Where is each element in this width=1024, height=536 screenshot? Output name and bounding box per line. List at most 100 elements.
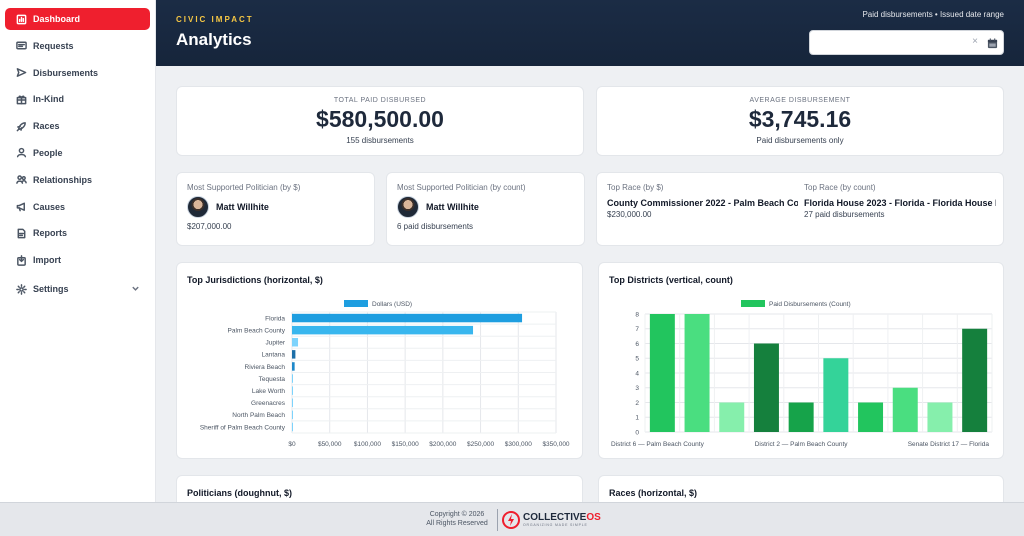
report-icon — [15, 227, 27, 239]
average-disbursement-label: AVERAGE DISBURSEMENT — [749, 97, 851, 104]
y-tick-label: 7 — [635, 326, 639, 333]
y-tick-label: 6 — [635, 341, 639, 348]
requests-icon — [15, 40, 27, 52]
category-label: Lantana — [262, 352, 286, 359]
sidebar-item-requests[interactable]: Requests — [5, 35, 150, 57]
bar — [292, 386, 293, 395]
gift-icon — [15, 93, 27, 105]
top-politician-count-label: Most Supported Politician (by count) — [397, 183, 526, 192]
total-paid-count: 155 disbursements — [346, 136, 414, 145]
bar — [292, 398, 293, 407]
sidebar-item-people[interactable]: People — [5, 142, 150, 164]
x-tick-label: $100,000 — [354, 441, 381, 448]
x-tick-label: $300,000 — [505, 441, 532, 448]
top-race-dollars: Top Race (by $) County Commissioner 2022… — [607, 183, 798, 219]
gear-icon — [15, 283, 27, 295]
sidebar-item-settings[interactable]: Settings — [5, 278, 150, 300]
chart-title: Top Districts (vertical, count) — [609, 275, 733, 285]
bar — [858, 402, 884, 432]
top-race-count-label: Top Race (by count) — [804, 183, 876, 192]
bar — [292, 374, 293, 383]
sidebar-item-label: Requests — [33, 40, 74, 51]
page-title: Analytics — [176, 30, 252, 49]
top-races-card: Top Race (by $) County Commissioner 2022… — [596, 172, 1004, 246]
bar — [823, 358, 849, 432]
avatar — [397, 196, 419, 218]
bar — [292, 410, 293, 420]
y-tick-label: 8 — [635, 311, 639, 318]
relationships-icon — [15, 174, 27, 186]
race-name: County Commissioner 2022 - Palm Beach Co… — [607, 198, 798, 208]
y-tick-label: 3 — [635, 385, 639, 392]
x-tick-label: $200,000 — [429, 441, 456, 448]
sidebar-item-label: Settings — [33, 284, 69, 295]
bar — [892, 387, 918, 432]
average-disbursement-note: Paid disbursements only — [756, 136, 844, 145]
sidebar-item-label: Import — [33, 255, 61, 266]
x-tick-label: $150,000 — [392, 441, 419, 448]
clear-date-icon[interactable]: × — [972, 36, 978, 47]
sidebar-item-dashboard[interactable]: Dashboard — [5, 8, 150, 30]
politician-name: Matt Willhite — [216, 202, 269, 212]
bar — [292, 350, 296, 359]
bar — [684, 314, 710, 432]
bar — [292, 422, 293, 432]
category-label: Greenacres — [251, 400, 286, 407]
legend-swatch — [741, 300, 765, 307]
category-label: Riviera Beach — [245, 364, 286, 371]
sidebar-item-reports[interactable]: Reports — [5, 222, 150, 244]
category-label: Senate District 17 — Florida — [908, 441, 990, 448]
category-label: Lake Worth — [252, 388, 286, 395]
category-label: Palm Beach County — [228, 327, 286, 334]
rocket-icon — [15, 120, 27, 132]
race-count: 27 paid disbursements — [804, 210, 885, 219]
brand-name: COLLECTIVE — [523, 512, 587, 523]
sidebar-item-in-kind[interactable]: In-Kind — [5, 88, 150, 110]
top-race-count: Top Race (by count) Florida House 2023 -… — [804, 183, 996, 219]
sidebar-item-relationships[interactable]: Relationships — [5, 169, 150, 191]
sidebar-item-races[interactable]: Races — [5, 115, 150, 137]
politician-name: Matt Willhite — [426, 202, 479, 212]
bar — [719, 402, 745, 432]
y-tick-label: 0 — [635, 429, 639, 436]
sidebar-item-label: In-Kind — [33, 94, 64, 105]
bar — [292, 362, 295, 371]
copyright-line: All Rights Reserved — [426, 520, 488, 527]
bar — [292, 313, 523, 323]
bar — [788, 402, 814, 432]
sidebar-item-label: Relationships — [33, 174, 93, 185]
bar — [753, 343, 779, 432]
send-icon — [15, 67, 27, 79]
sidebar-item-import[interactable]: Import — [5, 249, 150, 271]
top-politician-count-card: Most Supported Politician (by count) Mat… — [386, 172, 585, 246]
y-tick-label: 1 — [635, 415, 639, 422]
date-range-input[interactable] — [809, 30, 1004, 55]
sidebar-item-label: People — [33, 147, 63, 158]
sidebar-item-causes[interactable]: Causes — [5, 196, 150, 218]
chevron-down-icon[interactable] — [131, 284, 140, 295]
page-header: CIVIC IMPACT Analytics Paid disbursement… — [156, 0, 1024, 66]
y-tick-label: 5 — [635, 356, 639, 363]
top-politician-dollars-label: Most Supported Politician (by $) — [187, 183, 301, 192]
brand-kicker: CIVIC IMPACT — [176, 15, 254, 24]
politician-count: 6 paid disbursements — [397, 222, 474, 231]
sidebar-item-disbursements[interactable]: Disbursements — [5, 62, 150, 84]
race-name: Florida House 2023 - Florida - Florida H… — [804, 198, 996, 208]
total-paid-label: TOTAL PAID DISBURSED — [333, 97, 427, 104]
category-label: District 2 — Palm Beach County — [755, 441, 849, 448]
bar — [927, 402, 953, 432]
total-paid-card: TOTAL PAID DISBURSED $580,500.00 155 dis… — [176, 86, 584, 156]
legend-swatch — [344, 300, 368, 307]
total-paid-value: $580,500.00 — [316, 106, 444, 132]
average-disbursement-value: $3,745.16 — [748, 106, 852, 132]
brand-logo: COLLECTIVEOS — [523, 512, 601, 523]
top-race-dollars-label: Top Race (by $) — [607, 183, 664, 192]
sidebar-item-label: Causes — [33, 201, 66, 212]
calendar-icon[interactable] — [987, 36, 999, 49]
y-tick-label: 2 — [635, 400, 639, 407]
person-icon — [15, 147, 27, 159]
brand-tagline: ORGANIZING MADE SIMPLE — [523, 523, 588, 527]
legend-label: Paid Disbursements (Count) — [769, 301, 851, 308]
politician-amount: $207,000.00 — [187, 222, 232, 231]
copyright-line: Copyright © 2026 — [429, 511, 485, 518]
